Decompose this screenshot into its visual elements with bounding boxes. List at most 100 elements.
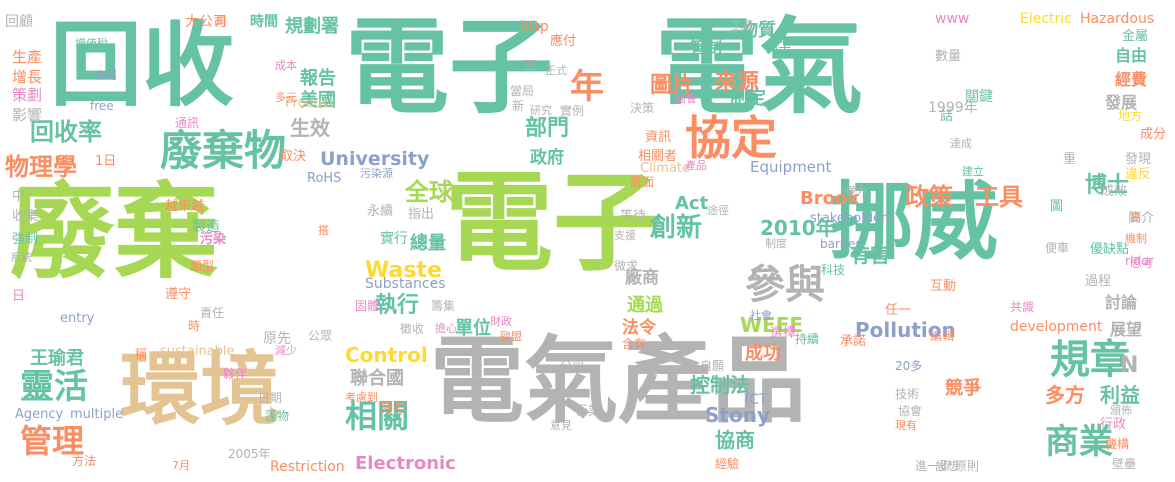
word-21: 創新	[650, 213, 703, 243]
word-27: Control	[345, 343, 428, 367]
word-50: 控制法	[690, 373, 750, 397]
word-187: 稱	[135, 347, 148, 361]
word-52: WEEE	[740, 313, 804, 337]
word-112: 達成	[950, 137, 972, 150]
word-85: ICT	[745, 392, 768, 408]
word-56: 總量	[410, 233, 446, 254]
word-177: 公眾	[308, 329, 333, 343]
word-100: 關鍵	[965, 89, 993, 105]
word-71: development	[1010, 319, 1103, 335]
word-5: 電子	[445, 161, 662, 286]
word-4: 回收	[50, 12, 235, 119]
word-138: 優缺點	[1090, 242, 1130, 257]
word-127: 製造	[192, 219, 220, 235]
word-146: 污染	[200, 232, 227, 247]
word-197: N	[1120, 353, 1139, 378]
word-181: 日期	[258, 391, 283, 405]
word-180: 夥伴	[223, 367, 248, 381]
word-199: 日	[12, 289, 26, 304]
word-18: 回收率	[30, 118, 102, 146]
word-106: 實例	[560, 104, 585, 118]
word-6: 電氣產品	[430, 327, 807, 436]
word-175: 公司	[560, 359, 585, 373]
word-133: 建立	[962, 165, 984, 178]
word-68: Restriction	[270, 459, 345, 475]
word-128: 永續	[367, 204, 394, 219]
word-73: Electric	[1020, 11, 1072, 27]
word-69: sustainable	[160, 344, 235, 359]
word-122: 中	[12, 189, 26, 204]
word-189: 減少	[275, 344, 297, 357]
word-121: 污染源	[360, 167, 393, 180]
word-94: 市場	[95, 69, 117, 82]
word-97: 例子	[765, 41, 792, 56]
word-196: 圖	[1050, 199, 1064, 214]
word-191: 新	[512, 99, 525, 113]
word-3: 電氣	[655, 6, 864, 128]
word-51: 成功	[745, 343, 781, 364]
word-192: 三	[523, 59, 537, 74]
word-96: 應付	[550, 34, 577, 49]
word-59: 單位	[455, 318, 491, 339]
word-33: 部門	[525, 116, 570, 141]
word-109: 1999年	[928, 100, 978, 116]
word-153: 擔心	[435, 322, 457, 335]
word-66: Equipment	[750, 158, 832, 176]
word-79: Agency	[15, 407, 64, 422]
word-144: 任一	[885, 303, 912, 318]
word-126: 越來越	[165, 199, 205, 214]
word-30: 利益	[1100, 383, 1140, 407]
word-142: 共識	[1010, 300, 1035, 314]
word-157: 選擇	[770, 326, 797, 341]
word-104: 正式	[545, 64, 567, 77]
word-64: 討論	[1105, 293, 1138, 312]
word-48: Stony	[705, 403, 770, 427]
word-90: 生產	[12, 48, 43, 66]
word-194: 重	[1063, 152, 1077, 167]
word-34: 報告	[300, 68, 336, 89]
word-193: 話	[940, 109, 954, 124]
word-63: 展望	[1110, 320, 1143, 339]
word-24: 博士	[1085, 173, 1130, 198]
word-93: 影響	[12, 106, 43, 124]
word-11: 規章	[1050, 337, 1130, 383]
word-70: stakeholders	[810, 211, 894, 226]
word-156: 含有	[622, 337, 647, 351]
word-131: 途徑	[707, 204, 729, 217]
word-137: 思考	[1130, 256, 1155, 270]
word-118: 資訊	[645, 130, 672, 145]
word-105: 研究	[530, 104, 552, 117]
word-147: 遵守	[165, 287, 192, 302]
word-99: 金屬	[1122, 29, 1149, 44]
word-130: 等待	[620, 209, 647, 224]
word-176: 自願	[700, 359, 725, 373]
word-116: 取決	[280, 149, 307, 164]
word-74: http	[520, 19, 549, 35]
word-25: 執行	[375, 293, 420, 318]
word-35: 美國	[300, 90, 336, 111]
word-152: 徵收	[400, 322, 425, 336]
word-141: 互動	[930, 279, 957, 294]
word-202: 微求	[614, 259, 639, 273]
word-168: 壁壘	[1112, 457, 1137, 471]
word-89: 增值稅	[75, 37, 108, 50]
word-7: 挪威	[830, 173, 999, 271]
word-53: Pollution	[855, 318, 956, 342]
word-155: 歐盟	[500, 330, 522, 343]
word-151: 固體	[355, 299, 380, 313]
word-174: 意見	[550, 419, 572, 432]
word-111: 成分	[1140, 127, 1167, 142]
word-10: 協定	[685, 111, 777, 165]
word-143: 編輯	[930, 329, 955, 343]
word-136: 機制	[1125, 232, 1147, 245]
word-110: 地方	[1118, 109, 1143, 123]
word-200: 時	[188, 319, 201, 333]
word-41: 制定	[730, 88, 766, 109]
word-103: 當局	[510, 84, 535, 98]
word-2: 電子	[345, 6, 554, 128]
word-75: www	[935, 11, 970, 27]
word-36: 生效	[290, 116, 330, 140]
word-32: 來源	[715, 70, 760, 95]
word-19: 物理學	[5, 153, 77, 181]
